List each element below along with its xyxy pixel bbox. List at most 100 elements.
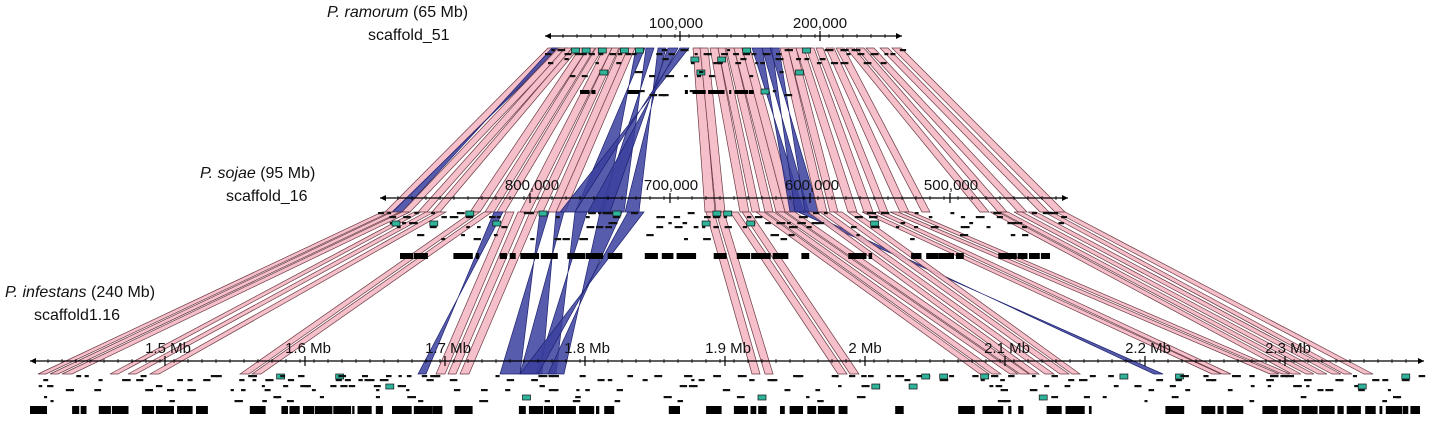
infestans-tick-label: 2 Mb: [848, 340, 882, 357]
ramorum-gene: [755, 62, 759, 65]
sojae-gene: [724, 226, 732, 229]
axis-arrow: [1418, 358, 1424, 364]
ramorum-gene: [775, 58, 784, 61]
infestans-feature-block: [985, 406, 1004, 414]
infestans-feature-block: [196, 406, 208, 414]
synteny-link: [459, 211, 539, 375]
sojae-gene: [389, 216, 397, 219]
ramorum-highlight-gene: [599, 69, 609, 76]
sojae-feature-block: [585, 253, 604, 259]
infestans-gene: [849, 375, 856, 378]
ramorum-gene: [634, 71, 643, 74]
ramorum-gene: [625, 53, 632, 56]
ramorum-gene: [772, 90, 777, 93]
sojae-gene: [816, 222, 825, 225]
infestans-gene: [784, 389, 791, 392]
infestans-gene: [338, 375, 347, 378]
ramorum-gene: [742, 53, 751, 56]
ramorum-gene: [863, 62, 872, 65]
ramorum-gene: [842, 49, 849, 52]
sojae-gene: [975, 216, 985, 219]
infestans-feature-block: [556, 406, 576, 414]
infestans-gene: [1185, 389, 1191, 392]
infestans-gene: [713, 375, 721, 378]
infestans-gene: [538, 375, 548, 378]
sojae-gene: [414, 212, 419, 215]
ramorum-gene: [880, 62, 887, 65]
sojae-gene: [1058, 222, 1065, 225]
sojae-feature-block: [414, 253, 428, 259]
infestans-highlight-gene: [1119, 373, 1129, 380]
infestans-gene: [1064, 385, 1071, 388]
sojae-gene: [969, 222, 974, 225]
ramorum-gene: [661, 49, 668, 52]
sojae-gene: [586, 216, 590, 219]
sojae-gene: [684, 238, 688, 241]
infestans-tick-label: 1.8 Mb: [564, 340, 610, 357]
infestans-gene: [1211, 379, 1217, 382]
infestans-gene: [1206, 379, 1215, 382]
ramorum-gene: [723, 53, 729, 56]
sojae-gene: [1050, 212, 1059, 215]
sojae-feature-block: [736, 253, 751, 259]
sojae-gene: [674, 226, 683, 229]
ramorum-gene: [779, 71, 784, 74]
infestans-feature-block: [733, 406, 748, 414]
infestans-gene: [1300, 396, 1307, 399]
ramorum-highlight-gene: [597, 47, 607, 54]
sojae-gene: [449, 216, 459, 219]
infestans-highlight-gene: [939, 373, 949, 380]
infestans-highlight-gene: [980, 373, 990, 380]
ramorum-highlight-gene: [690, 56, 700, 63]
ramorum-gene: [595, 62, 599, 65]
sojae-gene: [811, 222, 819, 225]
infestans-feature-block: [544, 406, 555, 414]
ramorum-gene: [804, 58, 810, 61]
ramorum-gene: [588, 53, 595, 56]
sojae-gene: [588, 212, 593, 215]
infestans-highlight-gene: [385, 383, 395, 390]
infestans-gene: [319, 396, 324, 399]
sojae-gene: [996, 216, 1003, 219]
infestans-feature-block: [30, 406, 47, 414]
infestans-feature-block: [432, 406, 443, 414]
infestans-gene: [264, 389, 271, 392]
infestans-gene: [1304, 379, 1312, 382]
ramorum-highlight-gene: [620, 47, 629, 54]
infestans-gene: [418, 400, 424, 403]
sojae-feature-block: [1017, 253, 1028, 259]
infestans-tick-label: 2.3 Mb: [1265, 340, 1311, 357]
infestans-feature-block: [1403, 406, 1409, 414]
infestans-gene: [335, 379, 342, 382]
infestans-gene: [275, 396, 279, 399]
synteny-link: [741, 211, 860, 375]
infestans-highlight-gene: [757, 394, 767, 401]
ramorum-gene: [890, 53, 896, 56]
infestans-feature-block: [1226, 406, 1244, 414]
sojae-gene: [396, 226, 401, 229]
infestans-gene: [98, 379, 103, 382]
infestans-gene: [1044, 385, 1050, 388]
sojae-gene: [596, 226, 604, 229]
infestans-gene: [684, 375, 693, 378]
infestans-gene: [1003, 400, 1011, 403]
sojae-gene: [950, 212, 955, 215]
infestans-gene: [1051, 396, 1059, 399]
sojae-gene: [555, 216, 560, 219]
infestans-gene: [155, 385, 163, 388]
ramorum-gene: [680, 49, 689, 52]
sojae-gene: [854, 216, 863, 219]
infestans-gene: [1249, 375, 1255, 378]
sojae-gene: [806, 226, 812, 229]
ramorum-highlight-gene: [795, 69, 804, 76]
infestans-gene: [614, 400, 621, 403]
infestans-gene: [688, 385, 695, 388]
infestans-feature-block: [111, 406, 129, 414]
infestans-gene: [262, 400, 267, 403]
infestans-gene: [554, 389, 559, 392]
infestans-gene: [831, 375, 839, 378]
ramorum-gene: [834, 62, 839, 65]
infestans-feature-block: [281, 406, 288, 414]
sojae-gene: [786, 222, 791, 225]
sojae-gene: [406, 216, 411, 219]
